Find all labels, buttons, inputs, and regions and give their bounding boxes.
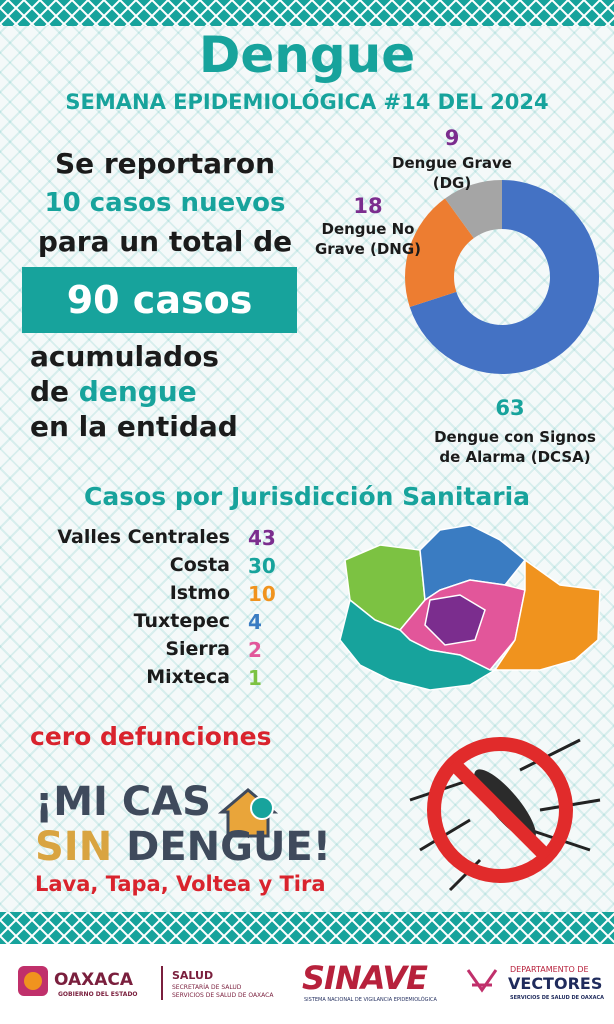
slogan-line: SIN DENGUE! [35,827,331,867]
total-cases: 90 casos [66,278,253,322]
jurisdiction-name: Tuxtepec [133,610,230,632]
house-icon [217,788,279,838]
summary-text: acumulados [30,340,219,373]
summary-text: de [30,375,70,408]
footer-logos [18,966,498,1000]
summary-text: para un total de [37,225,293,258]
slogan-actions: Lava, Tapa, Voltea y Tira [35,872,326,896]
jurisdiction-cases: 43 [248,526,276,550]
slice-label: Dengue No Grave (DNG) [314,220,422,258]
total-box [22,267,297,333]
map-region [493,558,601,671]
jurisdiction-cases: 4 [248,610,262,634]
donut-slice [409,180,599,374]
slogan: DENGUE! [126,824,331,870]
slice-label: Dengue Grave (DG) [392,154,512,192]
footer-text: SINAVE [302,959,428,997]
footer-text: DEPARTAMENTO DE [510,965,589,974]
footer-text: OAXACA [54,970,134,990]
jurisdiction-name: Valles Centrales [57,526,230,548]
deaths-text: cero defunciones [30,722,272,751]
summary-text: Se reportaron [54,147,276,180]
section-title: Casos por Jurisdicción Sanitaria [83,482,531,511]
slogan-highlight: SIN [35,824,113,870]
footer-text: SISTEMA NACIONAL DE VIGILANCIA EPIDEMIOL… [304,997,437,1003]
map-region [339,598,498,691]
footer-text: SALUD [172,969,214,982]
title: Dengue [198,26,416,84]
summary-line: de dengue [30,378,197,406]
no-mosquito-sign [409,737,601,892]
slice-value: 9 [444,126,460,150]
donut-slice [405,198,474,307]
jurisdiction-cases: 2 [248,638,262,662]
jurisdiction-name: Mixteca [146,666,230,688]
new-cases: 10 casos nuevos [44,188,286,218]
slice-label: Dengue con Signos de Alarma (DCSA) [434,428,596,466]
jurisdiction-name: Sierra [165,638,230,660]
bottom-border [0,912,614,944]
summary-highlight: dengue [78,375,197,408]
footer-bg [0,944,614,1024]
footer-text: SERVICIOS DE SALUD DE OAXACA [172,992,274,999]
donut-slice [444,180,502,239]
footer-text: GOBIERNO DEL ESTADO [58,991,138,998]
jurisdiction-cases: 30 [248,554,276,578]
footer-text: SERVICIOS DE SALUD DE OAXACA [510,995,605,1001]
slice-value: 18 [353,194,383,218]
slogan: ¡MI CAS [35,779,211,825]
footer-text: VECTORES [508,974,603,993]
subtitle: SEMANA EPIDEMIOLÓGICA #14 DEL 2024 [65,90,549,114]
jurisdiction-cases: 1 [248,666,262,690]
map-region [424,594,486,646]
jurisdiction-name: Costa [169,554,230,576]
jurisdiction-name: Istmo [169,582,230,604]
jurisdiction-cases: 10 [248,582,276,606]
top-border [0,0,614,26]
footer-text: SECRETARÍA DE SALUD [172,984,242,991]
summary-text: en la entidad [30,410,238,443]
slice-value: 63 [495,396,525,420]
